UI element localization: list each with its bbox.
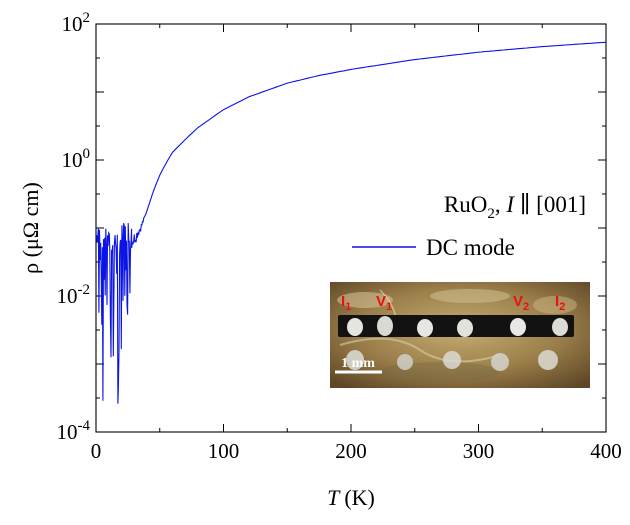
x-tick-label: 0	[91, 439, 102, 463]
contact-pad-i1	[347, 318, 363, 336]
contact-label-v1: V1	[376, 293, 392, 313]
y-tick-label: 10-2	[57, 282, 91, 308]
contact-pad-i2	[552, 318, 568, 336]
contact-label-i2: I2	[555, 293, 565, 313]
inset-photo: 1 mm I1 V1 V2 I2	[330, 282, 590, 388]
x-tick-label: 200	[335, 439, 367, 463]
contact-pad	[457, 319, 473, 337]
y-tick-label: 102	[62, 10, 91, 36]
x-axis-label: T (K)	[327, 485, 375, 510]
contact-label-i1: I1	[341, 293, 351, 313]
contact-pad-v2	[510, 318, 526, 336]
y-tick-label: 10-4	[57, 418, 91, 444]
legend-label-dc-mode: DC mode	[426, 235, 515, 260]
contact-label-v2: V2	[513, 293, 529, 313]
axis-tick-labels: 0 100 200 300 400 10-4 10-2 100 102	[57, 10, 622, 463]
legend-title: RuO2, I ∥ [001]	[444, 192, 586, 222]
x-tick-label: 400	[590, 439, 622, 463]
series-line-dc-mode	[96, 41, 606, 404]
scale-bar-label: 1 mm	[341, 356, 375, 371]
contact-pad-v1	[377, 316, 393, 336]
contact-pad	[417, 319, 433, 337]
x-tick-label: 100	[208, 439, 240, 463]
x-tick-label: 300	[463, 439, 495, 463]
y-tick-label: 100	[62, 146, 91, 172]
y-axis-label: ρ (μΩ cm)	[18, 182, 43, 274]
sample-bar	[338, 315, 574, 337]
axis-ticks	[95, 23, 607, 433]
